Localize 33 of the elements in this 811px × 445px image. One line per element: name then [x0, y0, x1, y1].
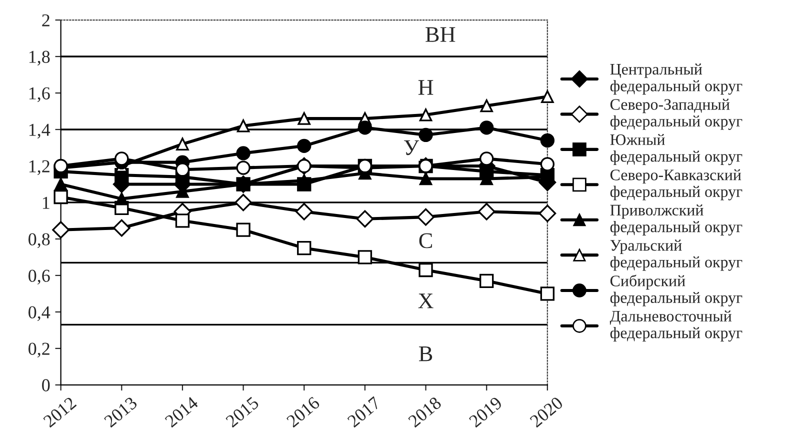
annotation: Х [418, 294, 434, 308]
y-tick-label: 1,8 [29, 50, 50, 66]
legend-label: Северо-Кавказский федеральный округ [610, 169, 742, 200]
legend-label: Южный федеральный округ [610, 134, 742, 166]
x-tick-label: 2016 [286, 396, 320, 428]
y-tick-label: 0 [42, 379, 50, 392]
annotation: С [419, 233, 432, 248]
legend-label: Уральский федеральный округ [610, 240, 742, 271]
x-tick-label: 2013 [104, 396, 138, 428]
annotation: У [404, 140, 420, 156]
y-tick-label: 0,4 [28, 306, 50, 321]
x-tick-label: 2012 [42, 396, 77, 428]
legend-label: Центральный федеральный округ [610, 64, 742, 95]
legend-label: Дальневосточный федеральный округ [610, 310, 742, 342]
annotation: Н [418, 80, 434, 95]
x-tick-label: 2020 [529, 396, 564, 428]
y-tick-label: 1,4 [29, 124, 50, 139]
x-tick-label: 2018 [408, 396, 442, 428]
y-tick-label: 1,6 [29, 87, 50, 102]
x-tick-label: 2015 [225, 396, 260, 428]
y-tick-label: 1 [42, 196, 50, 209]
y-tick-label: 0,2 [28, 342, 50, 358]
x-tick-label: 2014 [164, 396, 199, 428]
y-tick-label: 0,8 [28, 233, 50, 248]
x-tick-label: 2019 [468, 396, 503, 428]
legend-label: Северо-Западный федеральный округ [610, 98, 742, 130]
y-tick-label: 2 [42, 14, 50, 26]
legend-label: Приволжский федеральный округ [610, 204, 742, 236]
y-tick-label: 0,6 [28, 270, 50, 284]
annotation: В [419, 346, 432, 362]
y-tick-label: 1,2 [29, 160, 50, 176]
legend-label: Сибирский федеральный округ [610, 274, 742, 306]
annotation: ВН [426, 27, 456, 42]
